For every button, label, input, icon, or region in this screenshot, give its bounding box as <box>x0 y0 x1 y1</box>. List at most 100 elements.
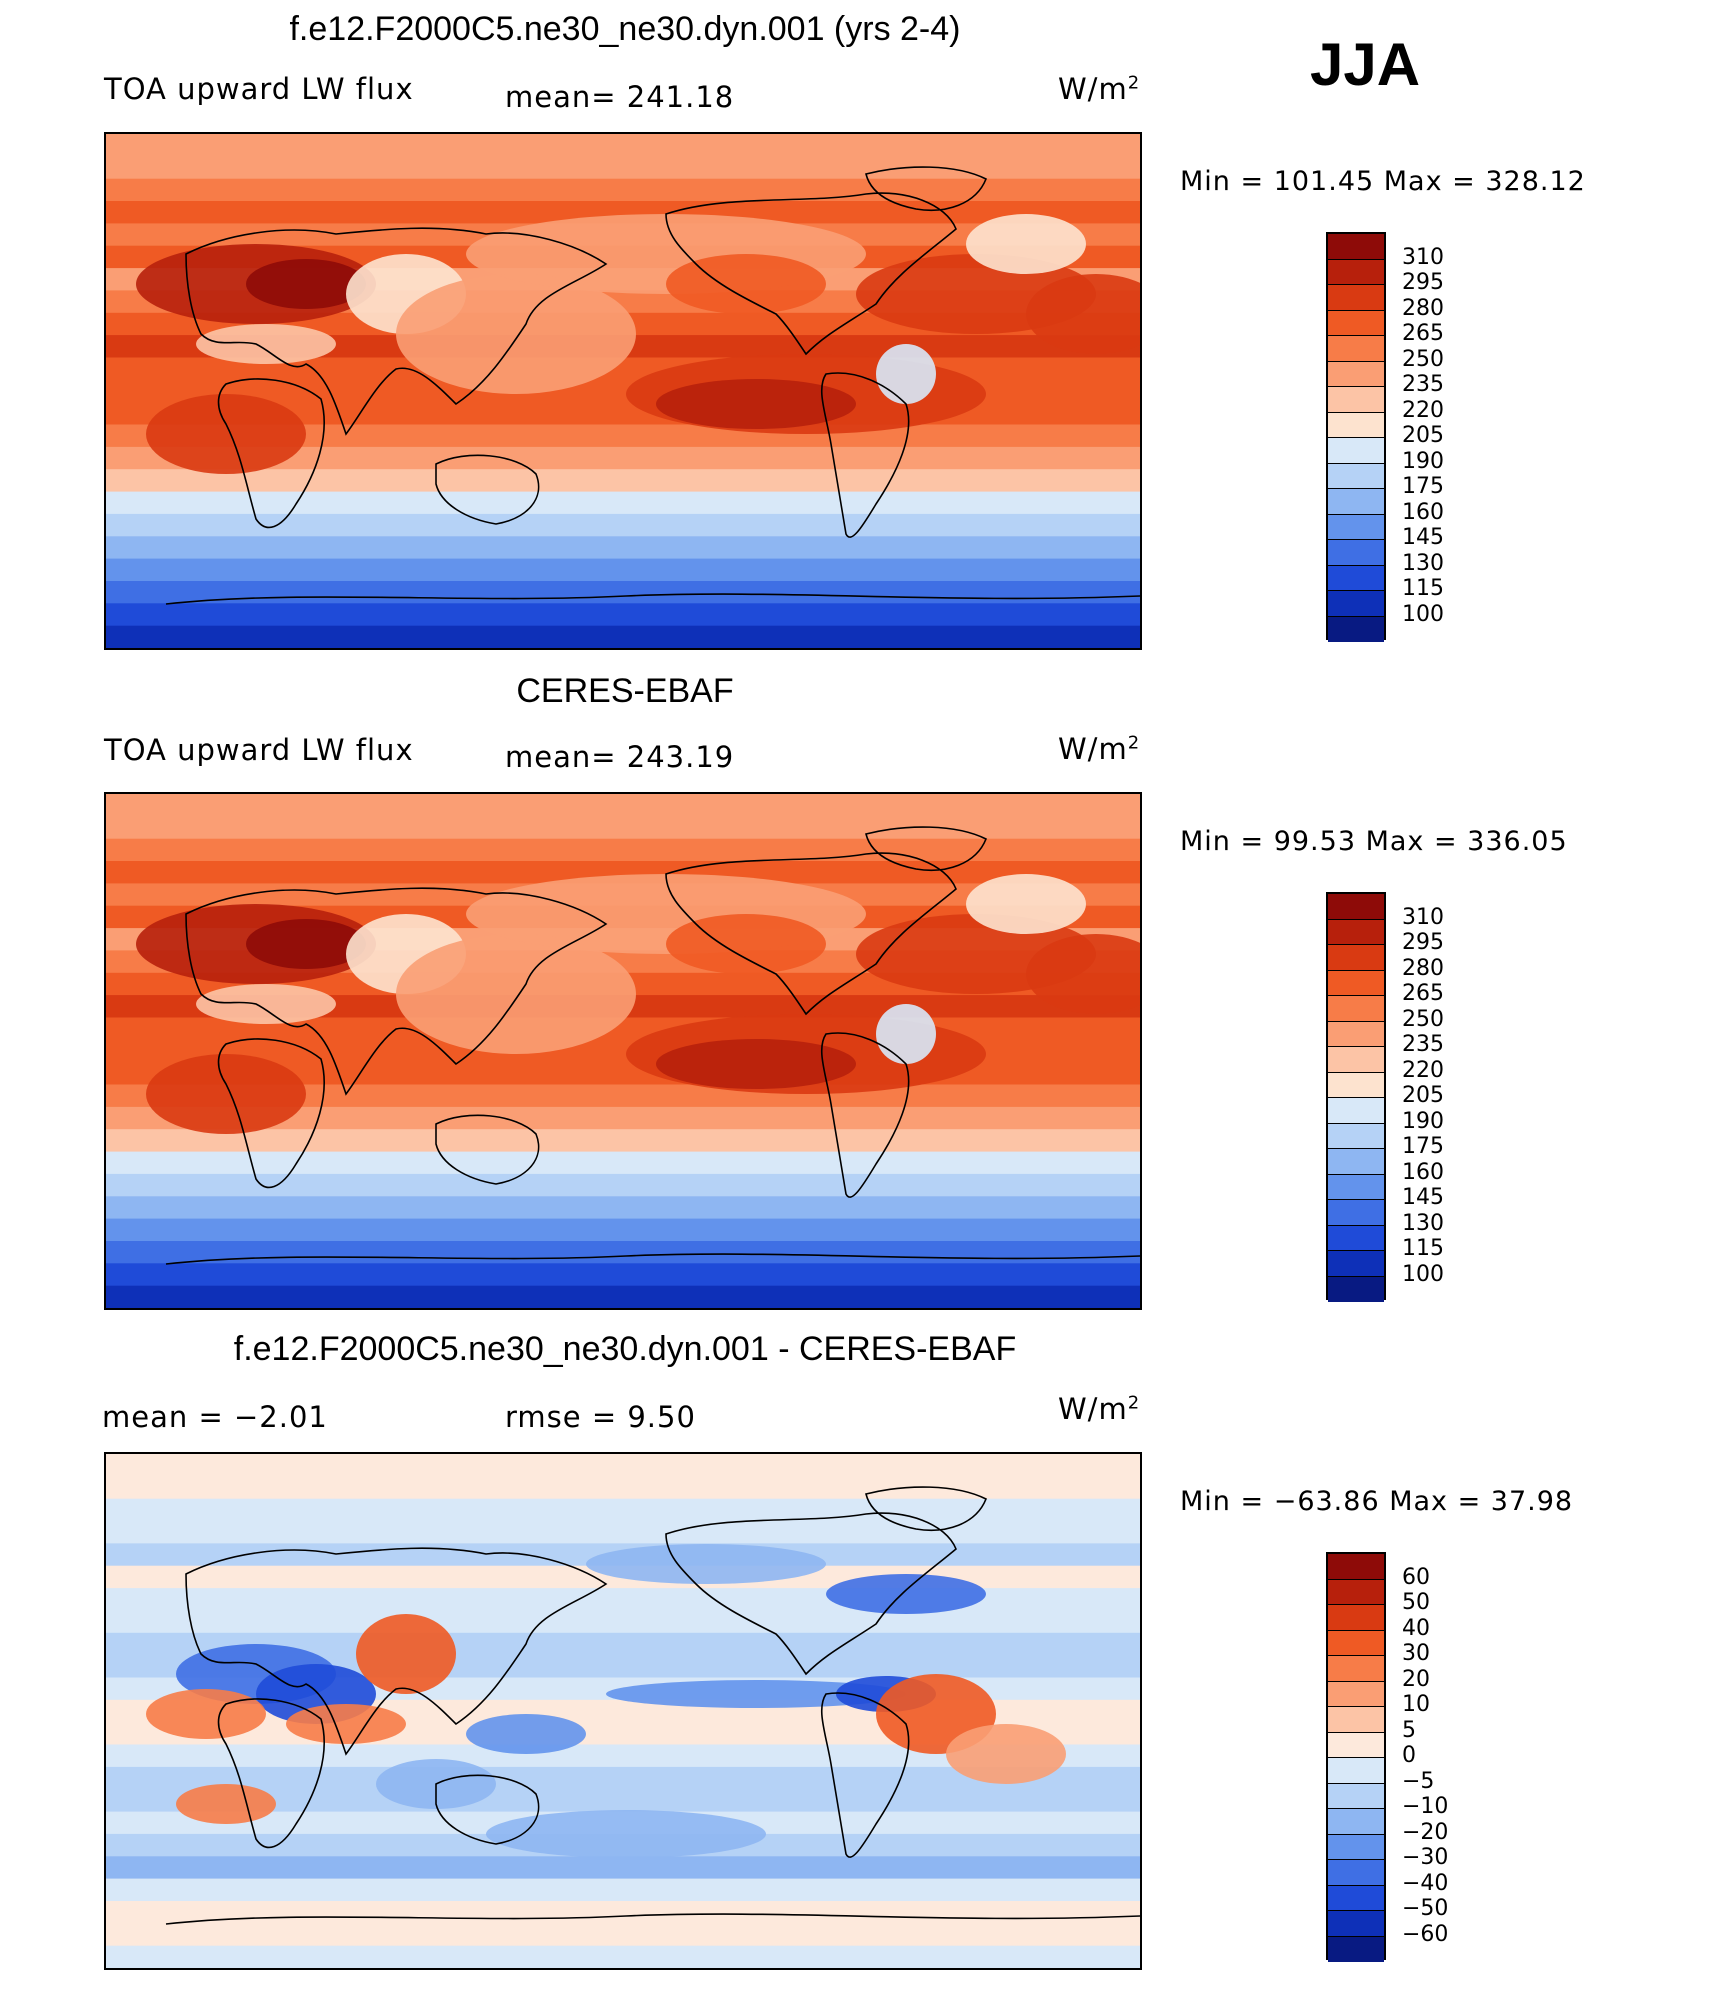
colorbar-swatch <box>1328 412 1384 438</box>
colorbar-tick-label: 20 <box>1402 1666 1430 1692</box>
colorbar-tick-label: 265 <box>1402 981 1444 1006</box>
colorbar-swatch <box>1328 1579 1384 1605</box>
colorbar-tick-label: 115 <box>1402 576 1444 601</box>
colorbar-tick-label: 280 <box>1402 955 1444 981</box>
colorbar-tick-label: 160 <box>1402 1159 1444 1185</box>
colorbar-swatch <box>1328 514 1384 540</box>
colorbar-tick-label: 280 <box>1402 295 1444 321</box>
field-features <box>136 214 1140 474</box>
colorbar-tick-label: −20 <box>1402 1819 1449 1845</box>
panel-3-mean-label: mean = −2.01 <box>102 1400 328 1434</box>
colorbar-swatch <box>1328 1251 1384 1277</box>
colorbar-swatch <box>1328 1276 1384 1302</box>
colorbar-tick-label: 40 <box>1402 1615 1430 1641</box>
colorbar-tick-label: 175 <box>1402 1134 1444 1159</box>
colorbar-tick-label: 205 <box>1402 1083 1444 1108</box>
colorbar-swatch <box>1328 1656 1384 1682</box>
season-label: JJA <box>1310 31 1421 98</box>
colorbar-tick-label: −40 <box>1402 1870 1449 1896</box>
coastlines <box>165 1486 1140 1925</box>
colorbar-swatch <box>1328 1123 1384 1149</box>
colorbar-tick-label: 100 <box>1402 1261 1444 1287</box>
panel-1-map <box>104 132 1142 650</box>
colorbar-swatch <box>1328 1605 1384 1631</box>
panel-3-minmax: Min = −63.86 Max = 37.98 <box>1180 1486 1574 1517</box>
colorbar-tick-label: 0 <box>1402 1743 1416 1768</box>
colorbar-swatch <box>1328 1834 1384 1860</box>
colorbar-swatch <box>1328 1554 1384 1580</box>
colorbar-tick-label: 310 <box>1402 904 1444 930</box>
colorbar-tick-label: 30 <box>1402 1641 1430 1666</box>
colorbar-swatch <box>1328 1707 1384 1733</box>
panel-1-minmax: Min = 101.45 Max = 328.12 <box>1180 166 1586 197</box>
colorbar-tick-label: 130 <box>1402 550 1444 576</box>
colorbar-swatch <box>1328 1200 1384 1226</box>
colorbar-swatch <box>1328 234 1384 260</box>
colorbar-swatch <box>1328 310 1384 336</box>
colorbar-tick-label: 205 <box>1402 423 1444 448</box>
colorbar-swatch <box>1328 259 1384 285</box>
field-background <box>106 794 1140 1308</box>
panel-3-title: f.e12.F2000C5.ne30_ne30.dyn.001 - CERES-… <box>233 1330 1017 1368</box>
colorbar-tick-label: 310 <box>1402 244 1444 270</box>
colorbar-swatch <box>1328 919 1384 945</box>
colorbar-swatch <box>1328 285 1384 311</box>
colorbar-swatch <box>1328 1021 1384 1047</box>
colorbar-tick-label: 130 <box>1402 1210 1444 1236</box>
colorbar-swatch <box>1328 616 1384 642</box>
colorbar-tick-label: 295 <box>1402 270 1444 295</box>
coastlines <box>165 166 1140 605</box>
panel-3-units: W/m2 <box>1058 1392 1141 1426</box>
colorbar-swatch <box>1328 1758 1384 1784</box>
colorbar-tick-label: 100 <box>1402 601 1444 627</box>
panel-1-variable-label: TOA upward LW flux <box>104 72 414 106</box>
colorbar-swatch <box>1328 1072 1384 1098</box>
colorbar-tick-label: 250 <box>1402 1006 1444 1032</box>
colorbar-swatch <box>1328 1149 1384 1175</box>
colorbar-swatch <box>1328 1225 1384 1251</box>
panel-1-title: f.e12.F2000C5.ne30_ne30.dyn.001 (yrs 2-4… <box>289 10 961 48</box>
colorbar-tick-label: 60 <box>1402 1564 1430 1590</box>
colorbar-swatch <box>1328 1885 1384 1911</box>
panel-3-map <box>104 1452 1142 1970</box>
colorbar-tick-label: 295 <box>1402 930 1444 955</box>
panel-1-units: W/m2 <box>1058 72 1141 106</box>
colorbar-swatch <box>1328 1809 1384 1835</box>
panel-2-colorbar <box>1326 892 1386 1302</box>
colorbar-swatch <box>1328 1174 1384 1200</box>
colorbar-swatch <box>1328 1047 1384 1073</box>
colorbar-tick-label: 235 <box>1402 1032 1444 1057</box>
colorbar-swatch <box>1328 1911 1384 1937</box>
colorbar-swatch <box>1328 1630 1384 1656</box>
colorbar-tick-label: 145 <box>1402 525 1444 550</box>
panel-1-mean-label: mean= 241.18 <box>505 80 735 114</box>
colorbar-tick-label: 5 <box>1402 1717 1416 1743</box>
colorbar-tick-label: −10 <box>1402 1794 1449 1819</box>
panel-3-colorbar <box>1326 1552 1386 1962</box>
panel-2-units: W/m2 <box>1058 732 1141 766</box>
colorbar-swatch <box>1328 489 1384 515</box>
colorbar-tick-label: 145 <box>1402 1185 1444 1210</box>
panel-1-colorbar <box>1326 232 1386 642</box>
panel-2-minmax: Min = 99.53 Max = 336.05 <box>1180 826 1568 857</box>
colorbar-swatch <box>1328 1860 1384 1886</box>
colorbar-tick-label: 235 <box>1402 372 1444 397</box>
colorbar-tick-label: 50 <box>1402 1590 1430 1615</box>
colorbar-tick-label: 250 <box>1402 346 1444 372</box>
colorbar-tick-label: 190 <box>1402 448 1444 474</box>
panel-2-mean-label: mean= 243.19 <box>505 740 735 774</box>
colorbar-swatch <box>1328 438 1384 464</box>
panel-2-variable-label: TOA upward LW flux <box>104 733 414 767</box>
colorbar-swatch <box>1328 540 1384 566</box>
colorbar-swatch <box>1328 996 1384 1022</box>
colorbar-swatch <box>1328 1681 1384 1707</box>
colorbar-tick-label: −60 <box>1402 1921 1449 1947</box>
panel-2-map <box>104 792 1142 1310</box>
colorbar-swatch <box>1328 387 1384 413</box>
colorbar-tick-label: 175 <box>1402 474 1444 499</box>
panel-3-rmse-label: rmse = 9.50 <box>505 1400 696 1434</box>
colorbar-tick-label: 160 <box>1402 499 1444 525</box>
colorbar-tick-label: 115 <box>1402 1236 1444 1261</box>
colorbar-swatch <box>1328 336 1384 362</box>
colorbar-swatch <box>1328 945 1384 971</box>
